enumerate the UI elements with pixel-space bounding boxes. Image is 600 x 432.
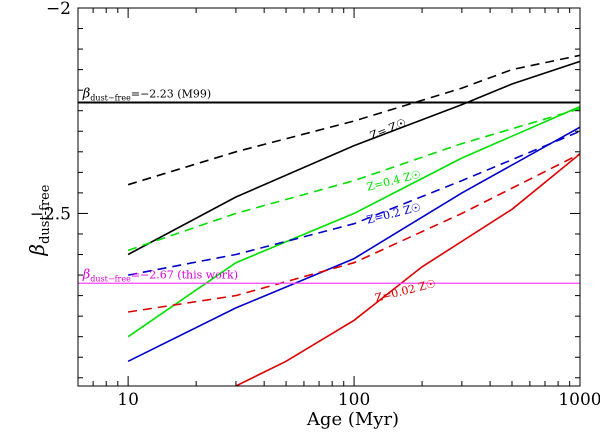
annotations-layer: Z= Z☉Z=0.4 Z☉Z=0.2 Z☉Z=0.02 Z☉: [365, 116, 437, 305]
x-tick-label: 10: [117, 390, 139, 410]
series-line-z-0-02z-solid: [235, 153, 580, 386]
series-line-z-z-solid: [127, 60, 580, 256]
series-line-z-0-2z-dashed: [127, 130, 580, 276]
series-layer: [127, 54, 580, 386]
y-tick-label: −2.5: [30, 204, 71, 224]
series-line-z-0-2z-solid: [127, 126, 580, 363]
y-axis-title-sub: dust-free: [38, 184, 53, 244]
series-line-z-0-4z-dashed: [127, 107, 580, 252]
this-work-line-label: βdust−free=−2.67 (this work): [82, 267, 238, 283]
series-line-z-0-02z-dashed: [127, 153, 580, 313]
x-tick-label: 1000: [558, 390, 600, 410]
m99-line-label: βdust−free=−2.23 (M99): [82, 87, 211, 103]
x-tick-label: 100: [338, 390, 370, 410]
plot-frame: [77, 7, 581, 387]
label-z-solar: Z= Z☉: [368, 116, 408, 142]
label-z-002: Z=0.02 Z☉: [374, 277, 438, 305]
y-axis-title-main: β: [25, 244, 49, 257]
x-axis-title: Age (Myr): [306, 409, 399, 430]
reference-lines-layer: βdust−free=−2.23 (M99) βdust−free=−2.67 (…: [78, 87, 580, 284]
label-z-04: Z=0.4 Z☉: [365, 168, 422, 194]
axis-ticks: 10 100 1000 −2 −2.5: [30, 0, 600, 410]
series-line-z-0-4z-solid: [127, 105, 580, 338]
series-line-z-z-dashed: [127, 54, 580, 186]
y-axis-title: βdust-free: [25, 184, 53, 256]
y-tick-label: −2: [46, 0, 71, 19]
